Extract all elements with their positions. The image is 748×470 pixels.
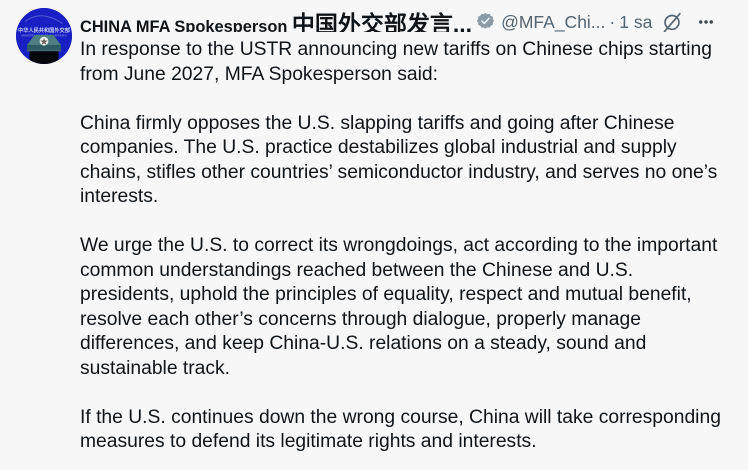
svg-text:中华人民共和国外交部: 中华人民共和国外交部 — [18, 26, 71, 34]
